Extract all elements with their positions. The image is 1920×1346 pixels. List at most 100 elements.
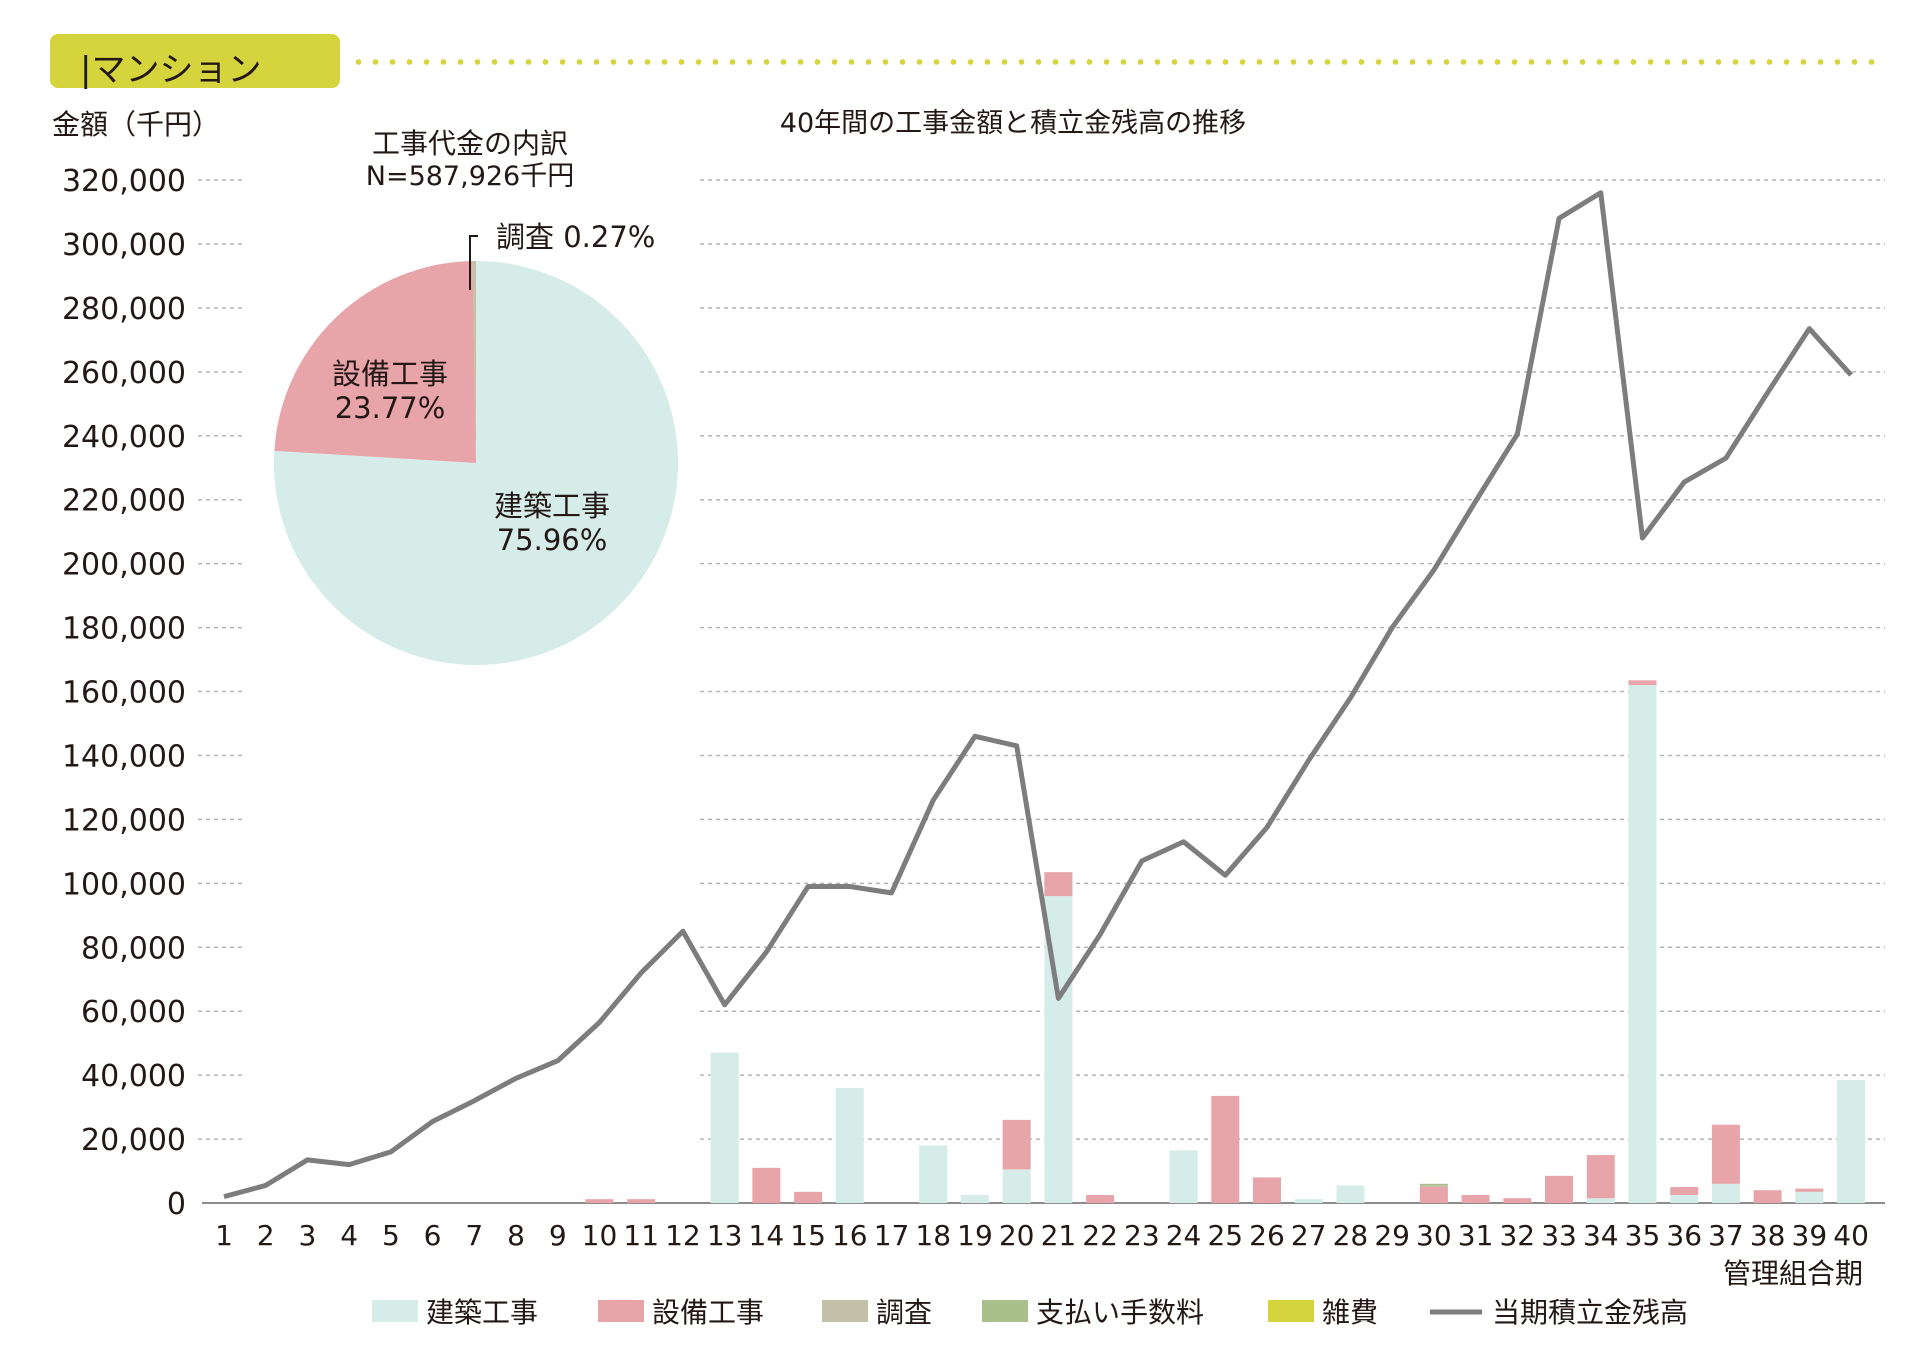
section-title: |マンション (80, 50, 262, 90)
x-tick-label: 9 (549, 1219, 567, 1252)
x-tick-label: 22 (1082, 1219, 1118, 1252)
bar-segment (1628, 685, 1657, 1203)
x-tick-label: 28 (1333, 1219, 1369, 1252)
y-tick-label: 200,000 (62, 548, 186, 583)
y-tick-label: 0 (167, 1187, 186, 1222)
x-tick-label: 38 (1750, 1219, 1786, 1252)
y-tick-label: 240,000 (62, 420, 186, 455)
pie-slice (274, 261, 476, 463)
legend-swatch (982, 1300, 1028, 1322)
bar-segment (1753, 1190, 1782, 1203)
legend-label: 雑費 (1322, 1296, 1378, 1329)
x-tick-label: 37 (1708, 1219, 1744, 1252)
x-tick-label: 8 (507, 1219, 525, 1252)
bar-segment (1253, 1177, 1281, 1203)
bar-segment (1545, 1175, 1574, 1203)
bar-segment (627, 1199, 656, 1203)
x-tick-label: 31 (1458, 1219, 1494, 1252)
bar-segment (1795, 1188, 1824, 1192)
legend-swatch (372, 1300, 418, 1322)
bar-segment (1294, 1199, 1323, 1203)
balance-line (223, 190, 1853, 1200)
y-tick-label: 320,000 (62, 164, 186, 199)
pie-slice (472, 261, 476, 463)
x-tick-label: 15 (790, 1219, 826, 1252)
x-tick-label: 13 (707, 1219, 743, 1252)
x-tick-label: 27 (1291, 1219, 1327, 1252)
x-tick-label: 7 (465, 1219, 483, 1252)
x-tick-label: 5 (382, 1219, 400, 1252)
bar-segment (1837, 1079, 1866, 1203)
bar-segment (919, 1145, 948, 1203)
bar-segment (1670, 1195, 1699, 1203)
x-tick-label: 6 (424, 1219, 442, 1252)
legend-swatch (598, 1300, 644, 1322)
y-tick-label: 120,000 (62, 803, 186, 838)
bar-segment (794, 1191, 823, 1203)
bar-segment (1086, 1195, 1115, 1203)
x-tick-label: 10 (582, 1219, 618, 1252)
pie-slice-label: 75.96% (497, 523, 608, 557)
x-tick-label: 4 (340, 1219, 358, 1252)
legend-label: 当期積立金残高 (1492, 1296, 1688, 1329)
bar-segment (1419, 1185, 1448, 1188)
x-tick-label: 35 (1625, 1219, 1661, 1252)
bar-segment (835, 1087, 864, 1203)
y-tick-label: 220,000 (62, 484, 186, 519)
survey-leader-line (469, 235, 478, 290)
line-chart-title: 40年間の工事金額と積立金残高の推移 (780, 108, 1246, 139)
legend-label: 支払い手数料 (1036, 1296, 1204, 1329)
y-tick-label: 40,000 (81, 1059, 186, 1094)
bar-segment (1795, 1191, 1824, 1203)
x-tick-label: 26 (1249, 1219, 1285, 1252)
x-tick-label: 34 (1583, 1219, 1619, 1252)
y-axis-label: 金額（千円） (52, 108, 220, 141)
legend-label: 調査 (876, 1296, 932, 1329)
x-tick-label: 32 (1499, 1219, 1535, 1252)
bar-segment (1586, 1155, 1615, 1199)
dotted-divider (350, 59, 1880, 65)
y-tick-label: 100,000 (62, 867, 186, 902)
x-tick-label: 2 (257, 1219, 275, 1252)
legend: 建築工事 設備工事 調査 支払い手数料 雑費 当期積立金残高 (372, 1296, 1688, 1329)
y-tick-label: 160,000 (62, 676, 186, 711)
x-tick-label: 16 (832, 1219, 868, 1252)
bar-segment (1461, 1195, 1490, 1203)
bar-segment (1419, 1187, 1448, 1203)
x-tick-label: 20 (999, 1219, 1035, 1252)
x-tick-label: 14 (749, 1219, 785, 1252)
x-axis-label: 管理組合期 (1723, 1257, 1863, 1290)
x-tick-label: 3 (299, 1219, 317, 1252)
bar-segment (1503, 1198, 1532, 1203)
bar-segment (1711, 1124, 1740, 1184)
bar-segment (1336, 1185, 1365, 1203)
balance-line-path (223, 190, 1853, 1200)
y-tick-label: 140,000 (62, 739, 186, 774)
y-tick-label: 260,000 (62, 356, 186, 391)
bar-segment (1419, 1183, 1448, 1186)
x-tick-label: 21 (1041, 1219, 1077, 1252)
y-tick-label: 80,000 (81, 931, 186, 966)
bar-segment (1044, 872, 1073, 897)
pie-slice-label: 設備工事 (332, 357, 448, 391)
pie-title: 工事代金の内訳 (372, 127, 568, 160)
bar-segment (960, 1195, 989, 1203)
y-tick-label: 300,000 (62, 228, 186, 263)
x-tick-label: 39 (1792, 1219, 1828, 1252)
legend-swatch (822, 1300, 868, 1322)
x-tick-label: 36 (1666, 1219, 1702, 1252)
bar-segment (1169, 1150, 1198, 1203)
bar-segment (585, 1199, 614, 1203)
bar-segment (1670, 1187, 1699, 1196)
bar-segment (710, 1052, 739, 1203)
x-tick-labels: 1 2 3 4 5 6 7 8 9 10 11 12 13 14 15 16 17 18 19 20 21 22 23 24 2… (215, 1219, 1869, 1252)
bar-segment (1586, 1198, 1615, 1203)
section-tag: |マンション (50, 34, 340, 90)
pie-slice-label: 建築工事 (494, 489, 610, 523)
bar-segment (1628, 680, 1657, 686)
x-tick-label: 25 (1207, 1219, 1243, 1252)
x-tick-label: 30 (1416, 1219, 1452, 1252)
y-tick-labels: 0 20,000 40,000 60,000 80,000 100,000 120,000 1… (62, 164, 186, 1222)
x-tick-label: 23 (1124, 1219, 1160, 1252)
